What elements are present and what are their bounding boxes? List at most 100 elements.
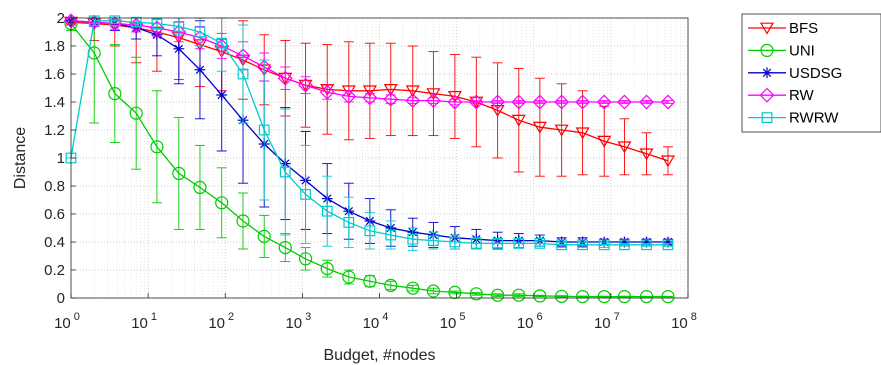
data-point <box>662 239 674 251</box>
data-point <box>364 225 376 237</box>
data-point <box>320 83 335 96</box>
data-point <box>619 239 630 251</box>
data-point <box>341 88 357 104</box>
x-tick-label: 10 4 <box>363 311 389 332</box>
x-tick-label: 10 0 <box>54 311 80 332</box>
data-point <box>407 233 419 245</box>
data-point <box>532 121 547 134</box>
data-point <box>639 148 654 161</box>
asterisk-stroke <box>195 65 205 75</box>
data-point <box>298 77 314 93</box>
data-point <box>596 94 612 110</box>
data-point <box>512 288 526 302</box>
data-point <box>556 239 568 251</box>
legend-label: RWRW <box>789 110 839 127</box>
data-point <box>617 94 632 110</box>
data-point <box>490 94 506 110</box>
legend-marker <box>759 22 775 35</box>
data-point <box>447 94 463 110</box>
data-point <box>109 15 121 27</box>
series-layer <box>63 13 676 304</box>
data-point <box>660 155 676 168</box>
data-point <box>534 238 546 249</box>
asterisk-stroke <box>217 90 226 100</box>
data-point <box>425 93 441 109</box>
data-point <box>511 114 526 127</box>
data-point <box>468 94 484 110</box>
data-point <box>363 274 377 288</box>
x-tick-label: 10 6 <box>517 311 543 332</box>
legend-label: RW <box>789 87 815 104</box>
x-tick-label: 10 5 <box>440 311 466 332</box>
data-point <box>617 290 632 304</box>
data-point <box>491 288 505 302</box>
data-point <box>279 166 291 178</box>
data-point <box>575 94 591 110</box>
y-tick-label: 0 <box>57 290 65 307</box>
data-point <box>469 287 483 301</box>
data-point <box>236 214 250 228</box>
x-axis-ticks: 10 0 10 1 10 2 10 3 10 4 10 5 10 6 10 7 10 8 <box>54 293 697 332</box>
data-point <box>598 239 610 251</box>
data-point <box>447 90 462 103</box>
data-point <box>343 217 355 228</box>
data-point <box>384 278 398 292</box>
legend-item-rw: RW <box>748 87 815 104</box>
series-line-rwrw <box>70 20 668 246</box>
data-point <box>342 270 356 284</box>
legend-item-bfs: BFS <box>748 20 818 37</box>
data-point <box>277 70 293 86</box>
data-point <box>216 89 228 101</box>
data-point <box>597 135 612 148</box>
legend-marker <box>760 43 774 58</box>
y-tick-label: 1.6 <box>44 66 65 83</box>
data-point <box>617 141 632 154</box>
data-point <box>278 241 292 255</box>
data-point <box>511 94 527 110</box>
data-point <box>257 229 271 243</box>
data-point <box>554 94 570 110</box>
data-point <box>385 229 397 241</box>
legend-item-uni: UNI <box>748 42 815 59</box>
data-point <box>639 94 654 110</box>
data-point <box>258 124 270 136</box>
series-line-uni <box>70 23 668 298</box>
legend-label: USDSG <box>789 65 842 82</box>
series-uni <box>64 17 675 304</box>
y-tick-label: 1.8 <box>44 38 65 55</box>
y-tick-label: 1.2 <box>44 122 65 139</box>
data-point <box>554 124 569 137</box>
data-point <box>426 88 441 101</box>
data-point <box>639 290 654 304</box>
legend-marker <box>761 112 773 124</box>
legend-marker <box>761 67 773 79</box>
legend-item-usdsg: USDSG <box>748 65 842 82</box>
data-point <box>492 238 504 249</box>
x-tick-label: 10 8 <box>671 311 697 332</box>
data-point <box>597 290 611 304</box>
data-point <box>406 281 420 295</box>
y-tick-label: 0.4 <box>44 234 65 251</box>
data-point <box>426 284 441 298</box>
y-tick-label: 1 <box>57 150 65 167</box>
data-point <box>215 196 229 210</box>
data-point <box>173 43 185 55</box>
asterisk-stroke <box>174 44 184 54</box>
data-point <box>108 86 122 101</box>
data-point <box>193 180 207 194</box>
data-point <box>555 289 569 303</box>
data-point <box>383 91 399 107</box>
data-point <box>151 18 163 29</box>
data-point <box>194 26 206 38</box>
data-point <box>150 140 164 154</box>
x-tick-label: 10 3 <box>285 311 311 332</box>
data-point <box>300 189 311 200</box>
data-point <box>173 21 185 32</box>
legend-label: BFS <box>789 20 818 37</box>
data-point <box>405 85 420 98</box>
x-tick-label: 10 7 <box>594 311 620 332</box>
data-point <box>320 262 334 276</box>
data-point <box>641 239 652 251</box>
